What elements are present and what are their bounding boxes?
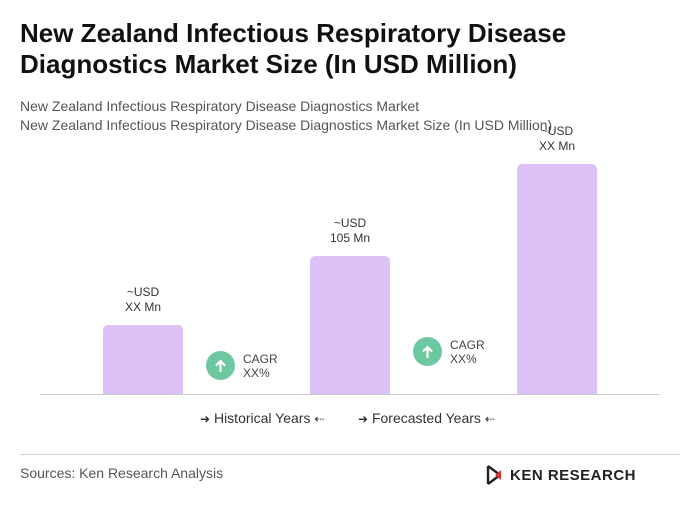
logo-text: KEN RESEARCH [510, 466, 637, 484]
ken-research-logo-icon [486, 465, 502, 485]
bar-value-amount: XX Mn [124, 300, 161, 314]
sources-note: Sources: Ken Research Analysis [20, 465, 224, 481]
chart-subtitle: New Zealand Infectious Respiratory Disea… [20, 98, 420, 114]
footer-divider [20, 454, 680, 455]
legend-historical-label: Historical Years [213, 410, 311, 426]
bar [517, 164, 597, 394]
cagr-label: CAGR [450, 338, 485, 352]
x-axis-line [40, 394, 660, 395]
bar-value-amount: XX Mn [538, 139, 575, 153]
bar [310, 256, 390, 394]
arrow-up-icon [206, 351, 235, 380]
bar-value-label: ~USD XX Mn [88, 285, 198, 315]
cagr-annotation: CAGR XX% [243, 352, 278, 380]
arrow-right-icon: ➜ [358, 412, 369, 426]
legend-forecasted: ➜ Forecasted Years ⇠ [358, 410, 495, 426]
cagr-label: CAGR [243, 352, 278, 366]
chart-title: New Zealand Infectious Respiratory Disea… [20, 18, 567, 79]
arrow-left-icon: ⇠ [314, 412, 325, 426]
cagr-value: XX% [243, 366, 270, 380]
arrow-left-icon: ⇠ [484, 412, 495, 426]
legend-historical: ➜ Historical Years ⇠ [200, 410, 324, 426]
arrow-up-icon [413, 337, 442, 366]
bar [103, 325, 183, 394]
legend-forecasted-label: Forecasted Years [371, 410, 481, 426]
arrow-right-icon: ➜ [200, 412, 211, 426]
cagr-value: XX% [450, 352, 477, 366]
bar-value-prefix: ~USD [126, 285, 160, 299]
bar-value-label: ~USD XX Mn [502, 124, 612, 154]
bar-value-prefix: ~USD [333, 216, 367, 230]
chart-subtitle-secondary: New Zealand Infectious Respiratory Disea… [20, 117, 553, 133]
bar-value-prefix: ~USD [540, 124, 574, 138]
bar-value-label: ~USD 105 Mn [295, 216, 405, 246]
bar-value-amount: 105 Mn [329, 231, 371, 245]
cagr-annotation: CAGR XX% [450, 338, 485, 366]
ken-research-logo: KEN RESEARCH [486, 464, 636, 486]
